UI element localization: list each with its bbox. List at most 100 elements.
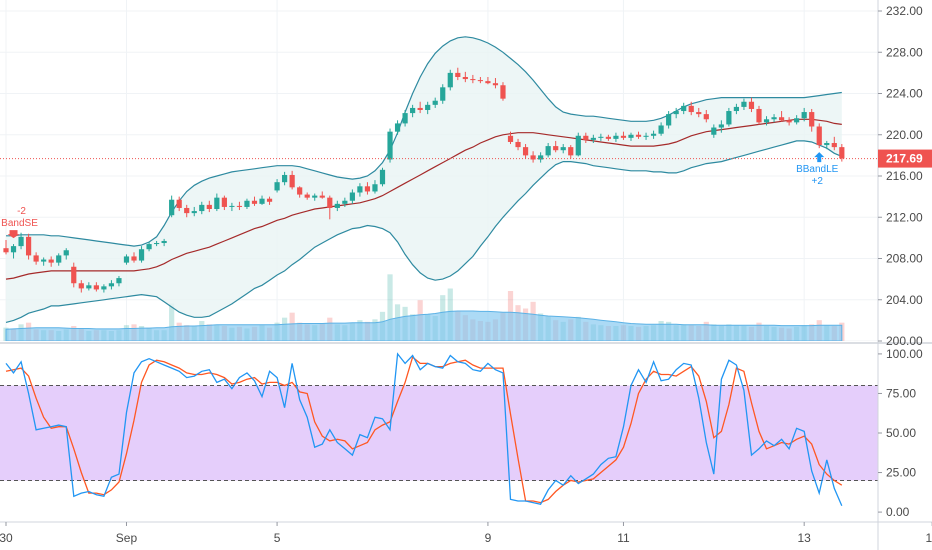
candle[interactable]: [86, 282, 92, 291]
candle[interactable]: [342, 197, 348, 207]
candle[interactable]: [447, 69, 453, 91]
candle[interactable]: [146, 242, 152, 252]
candle[interactable]: [733, 103, 740, 115]
candle[interactable]: [530, 151, 536, 163]
candle[interactable]: [289, 170, 295, 190]
candle[interactable]: [748, 97, 755, 113]
candle[interactable]: [3, 239, 9, 255]
candle[interactable]: [756, 105, 762, 125]
candle[interactable]: [583, 132, 589, 143]
candle[interactable]: [522, 144, 529, 159]
candle[interactable]: [824, 140, 830, 150]
candle[interactable]: [282, 171, 288, 186]
candle[interactable]: [93, 282, 99, 292]
candle[interactable]: [78, 280, 84, 293]
candle[interactable]: [462, 71, 468, 83]
candle[interactable]: [515, 138, 521, 151]
candle[interactable]: [259, 195, 265, 205]
candle[interactable]: [402, 110, 408, 127]
candle[interactable]: [304, 192, 310, 200]
candle[interactable]: [123, 254, 130, 265]
candle[interactable]: [763, 116, 770, 126]
candle[interactable]: [379, 167, 386, 187]
candle[interactable]: [425, 101, 431, 115]
candle[interactable]: [553, 140, 559, 153]
strategy-signal[interactable]: BBandLE+2: [796, 152, 839, 187]
candle[interactable]: [297, 186, 303, 198]
candle[interactable]: [274, 179, 280, 193]
candle[interactable]: [176, 196, 182, 212]
candle[interactable]: [575, 132, 581, 157]
candle[interactable]: [138, 246, 145, 263]
candle[interactable]: [507, 131, 514, 145]
candle[interactable]: [681, 102, 687, 115]
candle[interactable]: [831, 136, 837, 151]
candle[interactable]: [251, 196, 258, 206]
candle[interactable]: [221, 195, 227, 211]
candle[interactable]: [41, 257, 47, 266]
candle[interactable]: [673, 107, 679, 119]
candle[interactable]: [620, 131, 627, 140]
candle[interactable]: [801, 107, 807, 122]
candle[interactable]: [839, 144, 845, 162]
candle[interactable]: [538, 152, 544, 163]
candle[interactable]: [809, 108, 815, 132]
candle[interactable]: [18, 232, 24, 250]
candle[interactable]: [266, 196, 273, 205]
candle[interactable]: [816, 123, 822, 149]
candle[interactable]: [568, 145, 574, 159]
candle[interactable]: [703, 110, 709, 123]
candle[interactable]: [485, 77, 491, 85]
candle[interactable]: [718, 120, 724, 133]
candle[interactable]: [334, 200, 340, 212]
candle[interactable]: [658, 122, 664, 136]
candle[interactable]: [786, 117, 792, 126]
candle[interactable]: [161, 238, 167, 247]
candle[interactable]: [598, 133, 604, 141]
candle[interactable]: [199, 201, 205, 215]
candle[interactable]: [229, 202, 235, 212]
candle[interactable]: [628, 132, 634, 141]
candle[interactable]: [131, 252, 137, 263]
candle[interactable]: [726, 107, 732, 127]
candle[interactable]: [169, 195, 175, 218]
candle[interactable]: [455, 67, 461, 81]
candle[interactable]: [236, 201, 243, 211]
candle[interactable]: [364, 182, 371, 195]
candle[interactable]: [319, 191, 325, 199]
candle[interactable]: [154, 240, 160, 247]
candle[interactable]: [101, 284, 107, 293]
candle[interactable]: [71, 262, 77, 288]
candle[interactable]: [387, 128, 393, 163]
candle[interactable]: [741, 98, 747, 110]
candle[interactable]: [33, 252, 39, 265]
candle[interactable]: [545, 143, 551, 158]
candle[interactable]: [10, 244, 17, 259]
candle[interactable]: [794, 115, 800, 125]
candle[interactable]: [410, 104, 416, 118]
candle[interactable]: [214, 193, 220, 212]
candle[interactable]: [643, 132, 649, 140]
candle[interactable]: [590, 134, 596, 143]
candle[interactable]: [327, 195, 333, 220]
candle[interactable]: [711, 124, 717, 138]
candle[interactable]: [184, 204, 190, 218]
candle[interactable]: [771, 114, 777, 123]
candle[interactable]: [63, 248, 69, 260]
candle[interactable]: [696, 107, 702, 118]
candle[interactable]: [394, 120, 401, 135]
candle[interactable]: [635, 131, 642, 139]
candle[interactable]: [560, 144, 566, 154]
stochastic-panel[interactable]: [0, 352, 878, 507]
candle[interactable]: [244, 198, 250, 209]
candle[interactable]: [492, 78, 499, 89]
candle[interactable]: [500, 82, 506, 101]
candle[interactable]: [688, 101, 694, 116]
candle[interactable]: [613, 132, 619, 142]
candle[interactable]: [108, 280, 115, 290]
candle[interactable]: [25, 233, 32, 260]
candle[interactable]: [191, 206, 197, 217]
